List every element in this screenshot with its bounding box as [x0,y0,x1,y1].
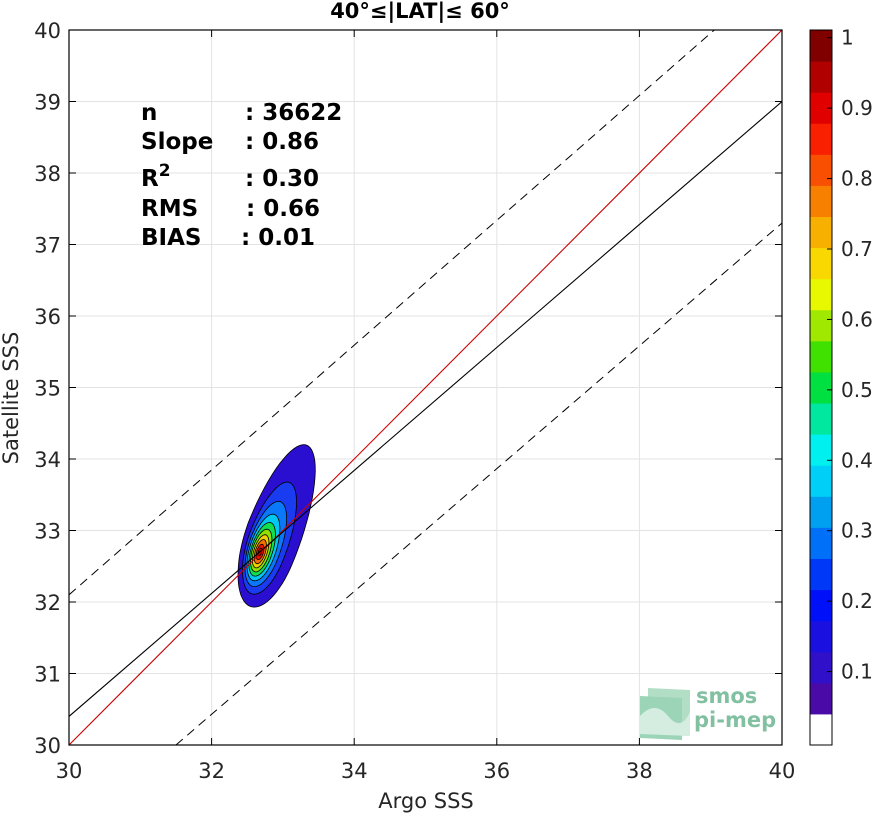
colorbar-segment [810,61,832,93]
y-axis-ticks: 30 31 32 33 34 35 36 37 38 39 40 [34,19,782,758]
stat-value: : 0.66 [246,196,320,222]
x-axis-label: Argo SSS [378,789,473,813]
chart-title: 40°≤|LAT|≤ 60° [330,0,510,24]
colorbar-tick-label: 0.3 [841,519,873,543]
colorbar-segment [810,123,832,155]
logo-line1: smos [696,684,757,708]
y-axis-label: Satellite SSS [0,332,23,465]
x-axis-ticks: 30 32 34 36 38 40 [56,30,796,783]
regression-line [69,101,782,717]
y-tick-label: 35 [34,377,61,401]
logo-wave-icon [640,688,690,740]
colorbar-segment [810,216,832,249]
upper-bound-line [69,30,715,596]
stat-value: : 0.86 [245,129,319,155]
colorbar-segment [810,496,832,528]
stat-key-superscript: 2 [159,161,171,181]
x-tick-label: 40 [769,759,796,783]
colorbar-segment [810,651,832,684]
colorbar-tick-label: 0.9 [841,96,873,120]
colorbar-segment [810,620,832,653]
colorbar-tick-label: 0.4 [841,448,873,472]
stat-key: n [141,100,157,126]
colorbar-segment [810,527,832,559]
y-tick-label: 37 [34,234,61,258]
colorbar-tick-label: 0.5 [841,378,873,402]
colorbar-segment [810,154,832,186]
smos-pi-mep-logo: smos pi-mep [640,684,776,740]
y-tick-label: 39 [34,91,61,115]
x-tick-label: 32 [198,759,225,783]
logo-line2: pi-mep [694,708,776,732]
colorbar-segment [810,309,832,342]
colorbar-segment [810,340,832,373]
density-contours [237,444,316,608]
colorbar-segment [810,371,832,404]
y-tick-label: 30 [34,734,61,758]
y-tick-label: 38 [34,162,61,186]
colorbar: 0.1 0.2 0.3 0.4 0.5 0.6 0.7 0.8 0.9 1 [809,26,873,746]
one-to-one-line [69,30,782,745]
x-tick-label: 30 [56,759,83,783]
stat-value: : 36622 [245,100,342,126]
lower-bound-line [175,222,782,745]
y-tick-label: 40 [34,19,61,43]
x-tick-label: 36 [483,759,510,783]
colorbar-tick-label: 0.8 [841,167,873,191]
colorbar-segment [810,713,832,746]
y-tick-label: 33 [34,520,61,544]
y-tick-label: 36 [34,305,61,329]
stat-value: : 0.30 [245,166,319,192]
colorbar-segment [810,92,832,124]
x-tick-label: 34 [341,759,368,783]
colorbar-tick-label: 1 [841,26,854,50]
colorbar-tick-label: 0.1 [841,660,873,684]
colorbar-segment [810,589,832,622]
colorbar-segment [810,185,832,218]
colorbar-frame [809,29,833,746]
colorbar-tick-label: 0.2 [841,589,873,613]
colorbar-segment [810,465,832,497]
reference-lines [69,30,782,745]
colorbar-segment [810,247,832,280]
x-tick-label: 38 [626,759,653,783]
y-tick-label: 34 [34,448,61,472]
y-tick-label: 32 [34,591,61,615]
colorbar-segment [810,403,832,435]
y-tick-label: 31 [34,663,61,687]
colorbar-segment [810,30,832,62]
stat-key: BIAS [141,225,201,251]
colorbar-segment [810,558,832,591]
stat-key: R2 [141,161,171,192]
stat-key: Slope [141,129,213,155]
colorbar-tick-label: 0.7 [841,237,873,261]
colorbar-segment [810,278,832,311]
stat-key: RMS [141,196,198,222]
stats-box: n : 36622 Slope : 0.86 R2 : 0.30 RMS : 0.66 BIAS… [141,100,342,251]
colorbar-segment [810,434,832,466]
colorbar-segment [810,682,832,715]
colorbar-tick-label: 0.6 [841,307,873,331]
stat-value: : 0.01 [241,225,315,251]
